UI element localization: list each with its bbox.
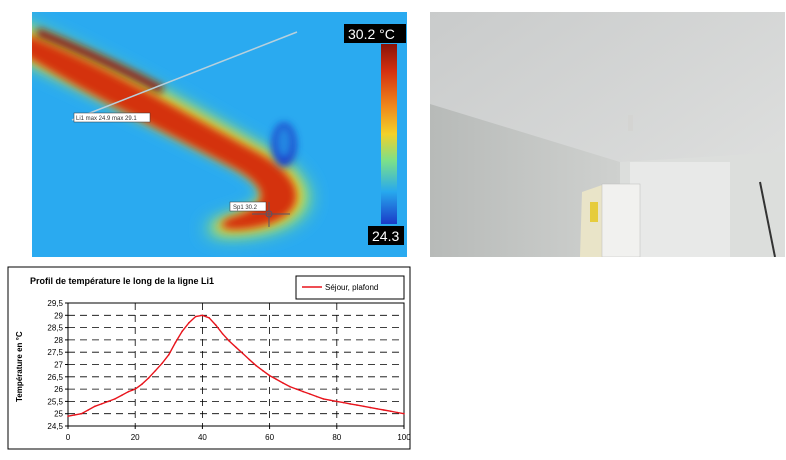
y-tick-label: 27	[54, 361, 63, 370]
data-point	[121, 394, 123, 397]
data-point	[174, 341, 177, 344]
data-point	[181, 330, 183, 333]
profile-line-li1	[71, 31, 298, 121]
temperature-profile-chart: Profil de température le long de la lign…	[0, 262, 420, 455]
line-label: Li1 max 24.9 max 29.1	[76, 116, 137, 122]
y-axis-label: Température en °C	[15, 331, 24, 402]
data-point	[342, 401, 345, 404]
x-axis-ticks: 0 20 40 60 80 100	[66, 426, 411, 442]
data-point	[67, 415, 69, 417]
data-point	[134, 388, 136, 390]
chart-series	[67, 314, 405, 417]
scale-min-label: 24.3	[372, 228, 399, 244]
data-point	[315, 395, 318, 398]
y-axis-ticks: 24,5 25 25,5 26 26,5 27 27,5 28 28,5 29 29,5	[47, 299, 68, 431]
y-tick-label: 26	[54, 385, 63, 394]
data-point	[147, 377, 150, 379]
data-point	[161, 362, 163, 365]
data-point	[282, 382, 284, 384]
data-point	[127, 390, 130, 393]
x-tick-label: 0	[66, 433, 71, 442]
data-point	[168, 353, 170, 356]
y-tick-label: 26,5	[47, 373, 63, 382]
data-point	[295, 388, 298, 390]
data-point	[309, 393, 311, 395]
data-point	[268, 374, 271, 377]
x-tick-label: 20	[131, 433, 140, 442]
scale-max-label: 30.2 °C	[348, 26, 395, 42]
data-point	[114, 398, 116, 400]
data-point	[329, 399, 331, 401]
data-point	[141, 383, 143, 385]
data-point	[188, 321, 190, 324]
data-point	[154, 369, 157, 372]
x-tick-label: 80	[332, 433, 341, 442]
y-tick-label: 24,5	[47, 422, 63, 431]
scale-max-box	[344, 24, 406, 43]
data-point	[389, 410, 392, 412]
data-point	[100, 403, 103, 405]
legend	[295, 275, 405, 300]
legend-label: Séjour, plafond	[325, 283, 378, 292]
y-tick-label: 28	[54, 336, 63, 345]
data-point	[94, 405, 96, 408]
data-point	[80, 412, 83, 415]
line-label-box	[73, 112, 151, 123]
y-tick-label: 29	[54, 311, 63, 320]
ceiling-photo	[430, 12, 785, 257]
data-point	[221, 333, 224, 335]
data-point	[383, 409, 385, 411]
data-point	[228, 340, 231, 342]
data-point	[241, 352, 244, 355]
spot-label: Sp1 30.2	[233, 205, 258, 211]
spot-label-box	[229, 201, 267, 212]
y-tick-label: 25,5	[47, 397, 63, 406]
data-point	[201, 314, 204, 317]
data-point	[289, 385, 291, 388]
data-point	[275, 378, 278, 381]
chart-svg: Profil de température le long de la lign…	[7, 266, 411, 450]
x-tick-label: 40	[198, 433, 207, 442]
data-point	[107, 400, 110, 403]
y-tick-label: 25	[54, 410, 63, 419]
data-point	[302, 390, 305, 393]
y-tick-label: 29,5	[47, 299, 63, 308]
data-point	[336, 400, 338, 403]
scale-min-box	[368, 226, 404, 245]
data-point	[322, 398, 325, 400]
data-point	[403, 412, 405, 415]
color-scale-bar	[381, 44, 397, 224]
data-point	[349, 403, 352, 405]
data-point	[255, 364, 257, 367]
data-point	[73, 414, 76, 416]
data-point	[87, 409, 89, 411]
chart-grid	[68, 303, 404, 426]
x-tick-label: 60	[265, 433, 274, 442]
data-point	[194, 315, 197, 318]
data-point	[235, 346, 237, 349]
data-point	[215, 324, 217, 326]
chart-title: Profil de température le long de la lign…	[30, 276, 214, 286]
data-point	[208, 317, 210, 319]
y-tick-label: 28,5	[47, 324, 63, 333]
data-point	[396, 411, 399, 414]
thermal-image: Li1 max 24.9 max 29.1 Sp1 30.2 30.2 °C 2…	[32, 12, 407, 257]
data-point	[376, 408, 378, 410]
thermal-heatmap: Li1 max 24.9 max 29.1 Sp1 30.2 30.2 °C 2…	[32, 12, 407, 257]
room-photo	[430, 12, 785, 257]
data-point	[369, 406, 372, 409]
data-point	[262, 369, 264, 372]
data-point	[362, 405, 365, 408]
x-tick-label: 100	[397, 433, 411, 442]
data-point	[356, 404, 358, 406]
y-tick-label: 27,5	[47, 348, 63, 357]
data-point	[248, 358, 251, 361]
